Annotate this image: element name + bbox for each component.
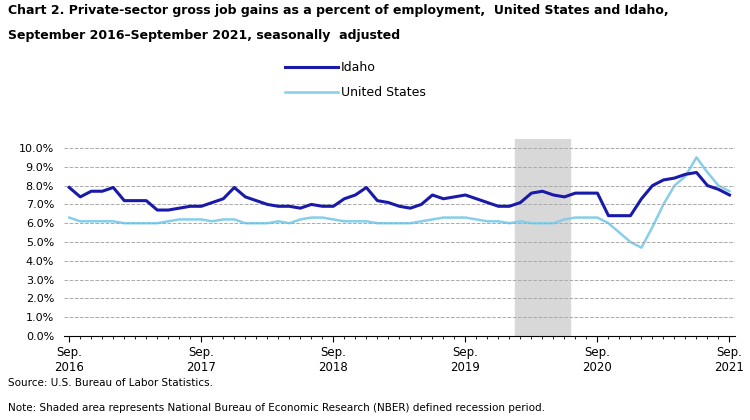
Text: Source: U.S. Bureau of Labor Statistics.: Source: U.S. Bureau of Labor Statistics. [8,378,212,388]
Text: United States: United States [341,86,426,99]
Text: Note: Shaded area represents National Bureau of Economic Research (NBER) defined: Note: Shaded area represents National Bu… [8,403,544,413]
Text: Idaho: Idaho [341,61,376,74]
Text: September 2016–September 2021, seasonally  adjusted: September 2016–September 2021, seasonall… [8,29,400,42]
Text: Chart 2. Private-sector gross job gains as a percent of employment,  United Stat: Chart 2. Private-sector gross job gains … [8,4,668,17]
Bar [515,139,570,336]
